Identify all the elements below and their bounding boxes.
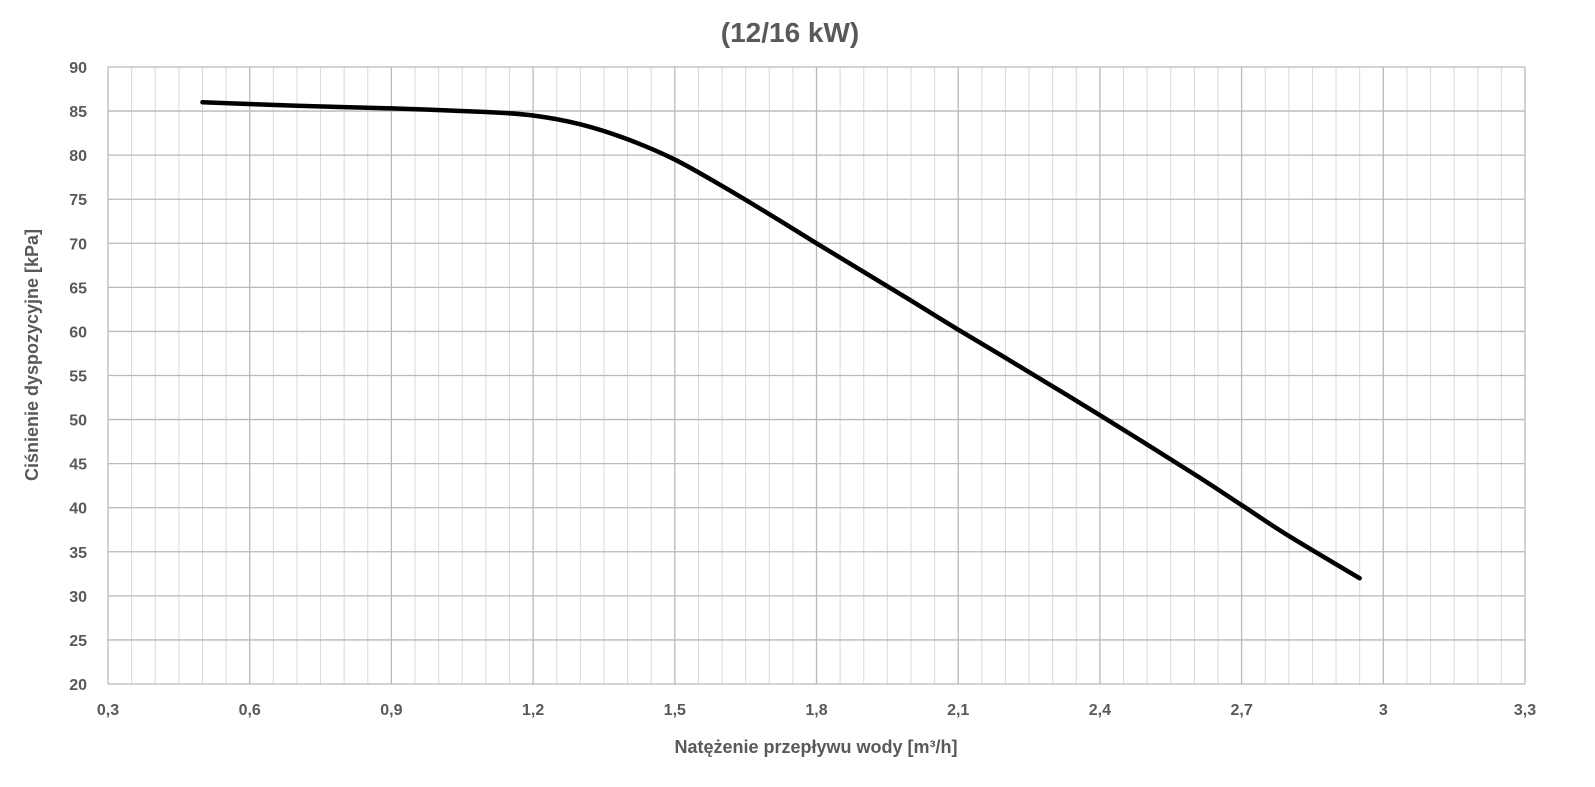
- y-tick-labels: 20 25 30 35 40 45 50 55 60 65 70 75 80 85 90: [69, 60, 87, 694]
- x-tick-label: 1,8: [805, 702, 827, 719]
- series-line: [200, 100, 1362, 581]
- y-tick-label: 70: [69, 236, 87, 253]
- x-tick-label: 1,2: [522, 702, 544, 719]
- y-tick-label: 65: [69, 280, 87, 297]
- x-tick-label: 0,9: [380, 702, 402, 719]
- series-layer: [200, 100, 1362, 581]
- x-tick-label: 2,1: [947, 702, 969, 719]
- x-tick-label: 3,3: [1514, 702, 1536, 719]
- y-tick-label: 45: [69, 457, 87, 474]
- x-tick-label: 0,3: [97, 702, 119, 719]
- y-axis-title: Ciśnienie dyspozycyjne [kPa]: [22, 229, 42, 481]
- x-tick-label: 1,5: [664, 702, 686, 719]
- x-tick-labels: 0,3 0,6 0,9 1,2 1,5 1,8 2,1 2,4 2,7 3 3,3: [97, 702, 1536, 719]
- y-tick-label: 20: [69, 677, 87, 694]
- x-tick-label: 2,7: [1230, 702, 1252, 719]
- chart-title: (12/16 kW): [721, 17, 860, 48]
- y-tick-label: 25: [69, 633, 87, 650]
- x-axis-title: Natężenie przepływu wody [m³/h]: [674, 737, 957, 757]
- y-tick-label: 30: [69, 589, 87, 606]
- y-tick-label: 50: [69, 413, 87, 430]
- y-tick-label: 90: [69, 60, 87, 77]
- y-tick-label: 55: [69, 369, 87, 386]
- y-tick-label: 85: [69, 104, 87, 121]
- y-tick-label: 40: [69, 501, 87, 518]
- y-tick-label: 80: [69, 148, 87, 165]
- x-tick-label: 3: [1379, 702, 1388, 719]
- x-tick-label: 0,6: [239, 702, 261, 719]
- y-tick-label: 35: [69, 545, 87, 562]
- x-tick-label: 2,4: [1089, 702, 1111, 719]
- y-tick-label: 60: [69, 324, 87, 341]
- y-tick-label: 75: [69, 192, 87, 209]
- major-gridlines: [107, 66, 1526, 685]
